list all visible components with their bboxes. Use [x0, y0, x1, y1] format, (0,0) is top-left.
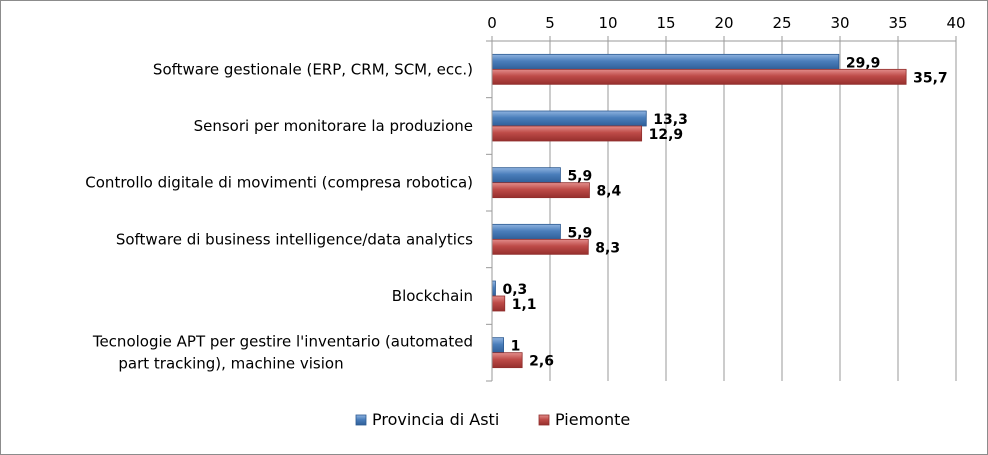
data-label: 1: [511, 339, 521, 355]
bar-asti: [491, 223, 561, 240]
bar-asti: [491, 53, 840, 70]
category-label: Controllo digitale di movimenti (compres…: [85, 174, 473, 192]
bar-piemonte: [491, 182, 590, 199]
data-label: 35,7: [913, 70, 948, 86]
data-label: 8,4: [596, 184, 621, 200]
category-label: Sensori per monitorare la produzione: [194, 117, 473, 135]
category-label: part tracking), machine vision: [118, 355, 343, 373]
data-label: 29,9: [846, 55, 881, 71]
bar-piemonte: [491, 68, 907, 85]
x-tick-label: 20: [714, 14, 733, 32]
bar-piemonte: [491, 125, 643, 142]
category-label: Software gestionale (ERP, CRM, SCM, ecc.…: [153, 60, 473, 78]
category-label: Blockchain: [392, 287, 473, 305]
x-tick-label: 25: [772, 14, 791, 32]
x-tick-label: 0: [487, 14, 497, 32]
bar-asti: [491, 337, 505, 354]
data-label: 1,1: [512, 297, 537, 313]
bar-asti: [491, 280, 496, 297]
bar-asti: [491, 167, 561, 184]
legend-swatch: [538, 414, 550, 426]
data-label: 2,6: [529, 354, 554, 370]
legend-label: Piemonte: [555, 410, 630, 429]
bar-piemonte: [491, 295, 506, 312]
x-tick-label: 15: [656, 14, 675, 32]
bar-asti: [491, 110, 647, 127]
legend-swatch: [355, 414, 367, 426]
bar-piemonte: [491, 352, 523, 369]
x-tick-label: 35: [888, 14, 907, 32]
x-tick-label: 5: [545, 14, 555, 32]
data-label: 5,9: [567, 225, 592, 241]
legend-label: Provincia di Asti: [372, 410, 499, 429]
data-label: 5,9: [567, 169, 592, 185]
x-tick-label: 40: [946, 14, 965, 32]
data-label: 8,3: [595, 240, 620, 256]
x-tick-label: 30: [830, 14, 849, 32]
data-label: 12,9: [649, 127, 684, 143]
x-tick-label: 10: [598, 14, 617, 32]
data-label: 13,3: [653, 112, 688, 128]
data-label: 0,3: [502, 282, 527, 298]
category-label: Tecnologie APT per gestire l'inventario …: [92, 333, 473, 351]
bar-piemonte: [491, 238, 589, 255]
category-label: Software di business intelligence/data a…: [116, 230, 473, 248]
